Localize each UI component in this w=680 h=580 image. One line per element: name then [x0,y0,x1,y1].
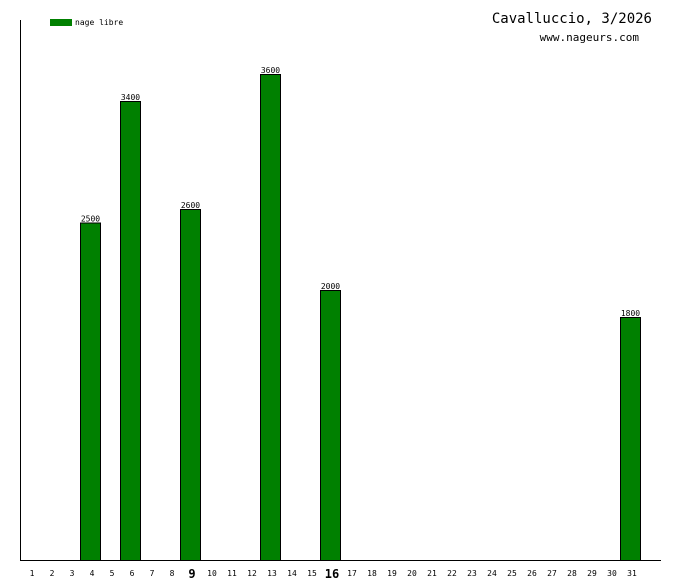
data-label: 2000 [321,282,340,291]
chart-title: Cavalluccio, 3/2026 [492,11,652,27]
x-tick-label: 26 [527,569,537,578]
x-tick-label: 13 [267,569,277,578]
data-label: 2600 [181,201,200,210]
x-tick-label: 23 [467,569,477,578]
data-label: 3600 [261,66,280,75]
x-tick-label: 30 [607,569,617,578]
x-tick-label: 18 [367,569,377,578]
x-tick-label: 3 [70,569,75,578]
bars-group: 2500 3400 2600 3600 2000 1800 [80,66,641,561]
bar [260,74,281,561]
x-tick-label: 16 [325,567,339,580]
x-tick-label: 6 [130,569,135,578]
x-tick-label: 15 [307,569,317,578]
x-tick-label: 22 [447,569,457,578]
x-tick-label: 4 [90,569,95,578]
x-tick-label: 24 [487,569,497,578]
bar [80,222,101,561]
x-tick-label: 12 [247,569,257,578]
x-tick-label: 2 [50,569,55,578]
x-tick-label: 11 [227,569,237,578]
legend-label: nage libre [75,18,123,27]
x-tick-label: 10 [207,569,217,578]
x-tick-label: 5 [110,569,115,578]
bar [120,101,141,561]
x-tick-label: 1 [30,569,35,578]
chart-subtitle: www.nageurs.com [540,31,640,44]
x-tick-label: 27 [547,569,557,578]
data-label: 2500 [81,215,100,224]
x-tick-label: 29 [587,569,597,578]
x-tick-label: 20 [407,569,417,578]
bar [320,290,341,561]
legend-swatch [50,19,72,26]
bar [180,209,201,561]
data-label: 3400 [121,93,140,102]
x-tick-label: 7 [150,569,155,578]
x-tick-label: 19 [387,569,397,578]
x-tick-label: 21 [427,569,437,578]
bar [620,317,641,561]
data-label: 1800 [621,309,640,318]
x-tick-label: 17 [347,569,357,578]
x-tick-label: 14 [287,569,297,578]
x-tick-label: 9 [188,567,195,580]
x-ticks-group: 1 2 3 4 5 6 7 8 9 10 11 12 13 14 15 16 17 18 19 20 21 22 23 24 2… [30,567,637,580]
x-tick-label: 28 [567,569,577,578]
x-tick-label: 31 [627,569,637,578]
x-tick-label: 25 [507,569,517,578]
x-tick-label: 8 [170,569,175,578]
